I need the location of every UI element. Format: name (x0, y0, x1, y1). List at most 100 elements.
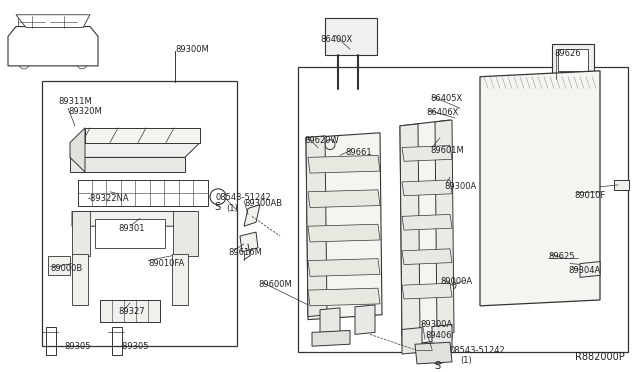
Text: 08543-51242: 08543-51242 (450, 346, 506, 355)
Polygon shape (72, 211, 198, 256)
Polygon shape (85, 128, 200, 142)
Bar (74, 292, 86, 297)
Text: 89000B: 89000B (50, 264, 83, 273)
Polygon shape (480, 71, 600, 306)
Circle shape (134, 159, 146, 171)
Circle shape (486, 169, 493, 176)
Bar (74, 284, 86, 289)
Circle shape (564, 149, 572, 156)
Bar (298, 67, 628, 352)
Polygon shape (48, 256, 70, 275)
Text: 89406: 89406 (425, 331, 451, 340)
Polygon shape (320, 308, 340, 336)
Polygon shape (306, 136, 327, 317)
Polygon shape (415, 342, 452, 364)
Circle shape (420, 246, 430, 256)
Circle shape (420, 217, 430, 226)
Bar (42, 81, 237, 346)
Polygon shape (355, 305, 375, 334)
Polygon shape (95, 219, 165, 248)
Circle shape (448, 281, 456, 289)
Polygon shape (240, 232, 258, 252)
Polygon shape (402, 145, 452, 161)
Text: 86400X: 86400X (320, 35, 352, 44)
Text: 89010FA: 89010FA (148, 259, 184, 267)
Text: 08543-51242: 08543-51242 (215, 193, 271, 202)
Polygon shape (402, 214, 452, 230)
Text: 89320M: 89320M (68, 107, 102, 116)
Bar (174, 300, 186, 305)
Polygon shape (70, 128, 85, 172)
Text: 89010F: 89010F (574, 191, 605, 200)
Text: (1): (1) (460, 356, 472, 365)
Polygon shape (308, 259, 380, 276)
Text: S: S (434, 361, 440, 371)
Bar (46, 327, 56, 355)
Polygon shape (435, 120, 454, 334)
Text: 89600M: 89600M (258, 280, 292, 289)
Text: 86405X: 86405X (430, 94, 462, 103)
Text: 89300A: 89300A (444, 182, 476, 191)
Polygon shape (432, 324, 452, 352)
Text: S: S (214, 202, 220, 212)
Polygon shape (16, 15, 90, 28)
Text: R882000P: R882000P (575, 352, 625, 362)
Polygon shape (402, 249, 452, 264)
Polygon shape (173, 211, 198, 256)
Text: -89305: -89305 (120, 342, 150, 351)
Polygon shape (308, 155, 380, 173)
Text: 89661: 89661 (345, 148, 372, 157)
Text: 89327: 89327 (118, 307, 145, 316)
Polygon shape (402, 327, 422, 354)
Text: 89304A: 89304A (568, 266, 600, 275)
Bar (74, 261, 86, 266)
Bar (174, 276, 186, 281)
Bar (50, 16, 77, 28)
Polygon shape (72, 211, 90, 256)
Polygon shape (402, 180, 452, 196)
Circle shape (486, 232, 493, 240)
Circle shape (564, 124, 572, 131)
Polygon shape (8, 26, 98, 66)
Bar (614, 180, 629, 190)
Bar (74, 276, 86, 281)
Circle shape (486, 149, 493, 156)
Circle shape (486, 203, 493, 210)
Circle shape (420, 187, 430, 197)
Bar (174, 292, 186, 297)
Circle shape (564, 232, 572, 240)
Circle shape (420, 157, 430, 167)
Text: 89000A: 89000A (440, 278, 472, 286)
Text: (1): (1) (226, 203, 237, 212)
Polygon shape (64, 16, 77, 28)
Text: 89616M: 89616M (228, 248, 262, 257)
Circle shape (486, 124, 493, 131)
Bar (78, 180, 208, 206)
Polygon shape (402, 283, 452, 299)
Text: 89301: 89301 (118, 224, 145, 233)
Polygon shape (72, 254, 88, 305)
Polygon shape (306, 133, 382, 320)
Bar (558, 49, 588, 71)
Polygon shape (70, 142, 200, 157)
Bar (174, 284, 186, 289)
Circle shape (420, 275, 430, 285)
Text: 89300M: 89300M (175, 45, 209, 54)
Text: 89300A: 89300A (420, 320, 452, 328)
Text: 89601M: 89601M (430, 145, 464, 154)
Polygon shape (244, 205, 260, 226)
Bar (74, 300, 86, 305)
Circle shape (54, 266, 62, 275)
Polygon shape (308, 224, 380, 242)
Text: -89322NA: -89322NA (88, 194, 130, 203)
Text: 89305: 89305 (64, 342, 90, 351)
Text: 89620W: 89620W (304, 136, 339, 145)
Bar (552, 44, 594, 78)
Polygon shape (172, 254, 188, 305)
Text: 89311M: 89311M (58, 97, 92, 106)
Bar (410, 142, 440, 315)
Bar (495, 108, 570, 177)
Polygon shape (312, 330, 350, 346)
Bar (74, 269, 86, 273)
Polygon shape (308, 190, 380, 208)
